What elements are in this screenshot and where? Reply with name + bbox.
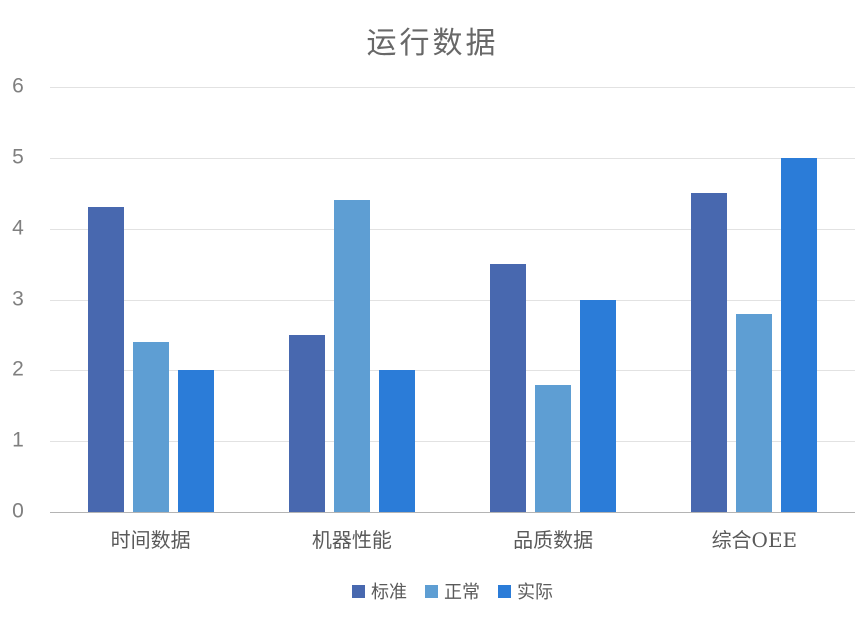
gridline bbox=[50, 87, 855, 88]
bar-group bbox=[453, 87, 654, 512]
bar-实际-品质数据 bbox=[580, 299, 617, 512]
bar-标准-综合OEE bbox=[691, 193, 728, 512]
gridline bbox=[50, 370, 855, 372]
legend-swatch-icon bbox=[498, 584, 511, 598]
bar-正常-品质数据 bbox=[535, 384, 572, 512]
bar-标准-时间数据 bbox=[87, 207, 124, 512]
category-label: 时间数据 bbox=[110, 528, 191, 552]
gridline bbox=[50, 228, 855, 230]
bar-正常-机器性能 bbox=[333, 200, 370, 512]
bar-正常-综合OEE bbox=[736, 313, 773, 512]
legend-label: 实际 bbox=[517, 582, 553, 603]
y-tick-label: 0 bbox=[12, 499, 24, 523]
y-axis-labels: 0 1 2 3 4 5 6 bbox=[0, 75, 36, 523]
legend-item-标准: 标准 bbox=[352, 578, 407, 604]
bar-实际-时间数据 bbox=[177, 370, 214, 512]
gridline bbox=[50, 299, 855, 301]
plot-area bbox=[50, 87, 855, 513]
bar-标准-品质数据 bbox=[490, 264, 527, 512]
legend-item-实际: 实际 bbox=[498, 578, 553, 604]
category-label: 机器性能 bbox=[311, 528, 392, 552]
legend-label: 正常 bbox=[444, 582, 480, 603]
bar-实际-综合OEE bbox=[781, 157, 818, 512]
y-tick-label: 1 bbox=[12, 428, 24, 452]
category-labels: 时间数据 机器性能 品质数据 综合OEE bbox=[50, 524, 855, 553]
category-label: 综合OEE bbox=[711, 528, 798, 552]
y-tick-label: 4 bbox=[12, 216, 24, 240]
bar-group bbox=[50, 87, 251, 512]
bar-group bbox=[251, 87, 452, 512]
bar-实际-机器性能 bbox=[378, 370, 415, 512]
x-axis-line bbox=[50, 512, 855, 513]
legend-item-正常: 正常 bbox=[425, 578, 480, 604]
bar-group bbox=[654, 87, 855, 512]
y-tick-label: 2 bbox=[12, 357, 24, 381]
category-label: 品质数据 bbox=[513, 528, 594, 552]
y-tick-label: 3 bbox=[12, 287, 24, 311]
bar-标准-机器性能 bbox=[288, 334, 325, 512]
chart-title: 运行数据 bbox=[366, 26, 499, 61]
gridline bbox=[50, 157, 855, 159]
gridline bbox=[50, 441, 855, 443]
y-tick-label: 5 bbox=[12, 145, 24, 169]
legend-swatch-icon bbox=[352, 584, 365, 598]
y-tick-label: 6 bbox=[12, 74, 24, 98]
legend: 标准 正常 实际 bbox=[50, 578, 855, 604]
bar-正常-时间数据 bbox=[132, 342, 169, 512]
legend-swatch-icon bbox=[425, 584, 438, 598]
legend-label: 标准 bbox=[371, 582, 407, 603]
